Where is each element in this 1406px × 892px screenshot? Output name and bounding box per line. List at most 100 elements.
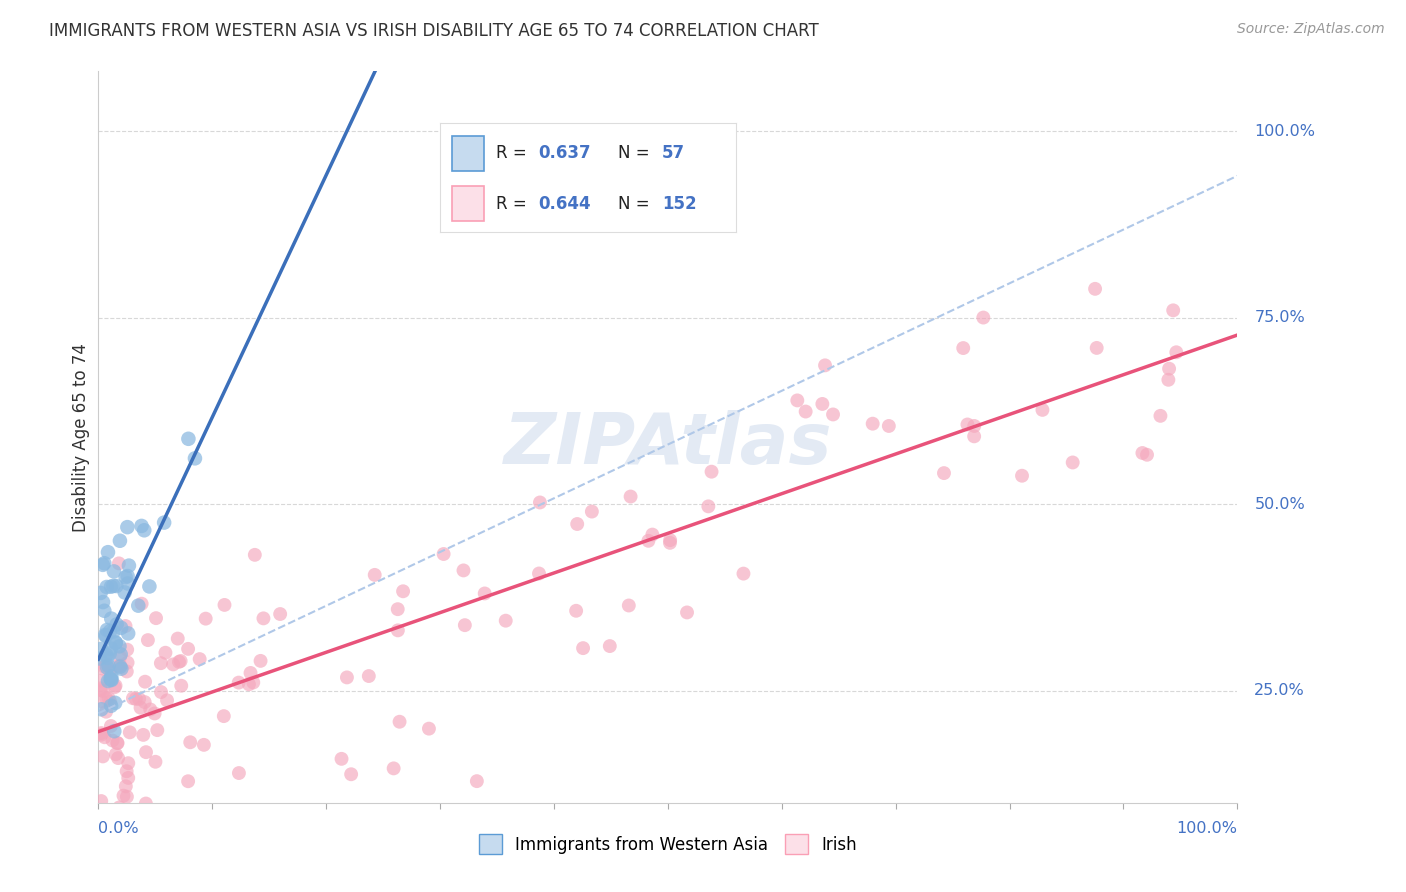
Point	[128, 692, 150, 706]
Point	[104, 679, 127, 693]
Point	[188, 652, 211, 666]
Point	[108, 650, 131, 665]
Point	[108, 533, 131, 548]
Point	[90, 702, 112, 716]
Point	[637, 533, 659, 548]
Point	[179, 735, 201, 749]
Point	[495, 614, 517, 628]
Point	[972, 310, 994, 325]
Point	[108, 659, 131, 673]
Text: IMMIGRANTS FROM WESTERN ASIA VS IRISH DISABILITY AGE 65 TO 74 CORRELATION CHART: IMMIGRANTS FROM WESTERN ASIA VS IRISH DI…	[49, 22, 818, 40]
Point	[104, 636, 127, 650]
Point	[110, 658, 132, 673]
Point	[474, 586, 496, 600]
Point	[100, 673, 122, 687]
Point	[659, 533, 682, 548]
Point	[138, 579, 160, 593]
Point	[599, 639, 621, 653]
Point	[155, 646, 177, 660]
Point	[143, 811, 166, 825]
Point	[249, 654, 271, 668]
Point	[98, 695, 121, 709]
Point	[956, 417, 979, 432]
Point	[90, 681, 112, 696]
Point	[117, 626, 139, 640]
Point	[167, 655, 190, 669]
Point	[134, 695, 156, 709]
Point	[103, 565, 125, 579]
Point	[794, 404, 817, 418]
Point	[454, 618, 477, 632]
Point	[170, 679, 193, 693]
Point	[134, 523, 156, 537]
Point	[117, 656, 139, 670]
Point	[131, 597, 153, 611]
Point	[1085, 341, 1108, 355]
Point	[104, 680, 127, 694]
Point	[105, 579, 128, 593]
Point	[114, 619, 136, 633]
Y-axis label: Disability Age 65 to 74: Disability Age 65 to 74	[72, 343, 90, 532]
Point	[453, 563, 475, 577]
Point	[90, 694, 112, 708]
Point	[433, 547, 456, 561]
Point	[90, 728, 112, 742]
Point	[134, 674, 156, 689]
Point	[117, 771, 139, 785]
Point	[239, 665, 262, 680]
Point	[862, 417, 884, 431]
Point	[177, 432, 200, 446]
Point	[91, 558, 114, 572]
Point	[108, 640, 131, 654]
Point	[103, 724, 125, 739]
Point	[572, 641, 595, 656]
Point	[811, 397, 834, 411]
Point	[96, 691, 118, 706]
Point	[214, 598, 236, 612]
Point	[96, 660, 118, 674]
Point	[114, 779, 136, 793]
Point	[101, 733, 124, 747]
Point	[90, 811, 112, 825]
Point	[108, 557, 131, 571]
Point	[143, 706, 166, 721]
Point	[177, 774, 200, 789]
Point	[110, 648, 132, 662]
Point	[169, 654, 191, 668]
Point	[96, 623, 118, 637]
Point	[100, 673, 122, 687]
Point	[97, 691, 120, 706]
Point	[641, 527, 664, 541]
Point	[117, 756, 139, 771]
Point	[115, 665, 138, 679]
Point	[145, 611, 167, 625]
Point	[98, 664, 121, 678]
Point	[194, 612, 217, 626]
Point	[786, 393, 808, 408]
Point	[96, 648, 118, 662]
Point	[193, 738, 215, 752]
Point	[156, 693, 179, 707]
Point	[150, 685, 173, 699]
Point	[125, 811, 148, 825]
Point	[97, 673, 120, 688]
Point	[107, 659, 129, 673]
Point	[269, 607, 291, 621]
Point	[357, 669, 380, 683]
Point	[90, 673, 112, 688]
Point	[129, 700, 152, 714]
Point	[162, 657, 184, 672]
Point	[127, 599, 149, 613]
Point	[617, 599, 640, 613]
Point	[97, 659, 120, 673]
Point	[336, 670, 359, 684]
Point	[98, 624, 121, 639]
Point	[149, 656, 172, 670]
Point	[527, 566, 550, 581]
Point	[963, 419, 986, 434]
Text: 0.0%: 0.0%	[98, 822, 139, 837]
Point	[105, 617, 128, 632]
Point	[93, 731, 115, 745]
Point	[228, 675, 250, 690]
Point	[104, 635, 127, 649]
